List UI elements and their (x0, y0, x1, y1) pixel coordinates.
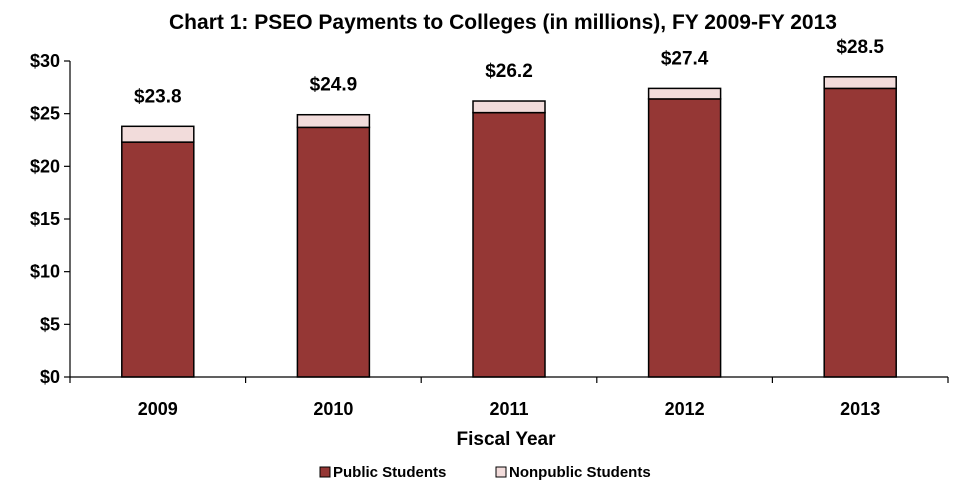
bar-nonpublic-students (472, 100, 546, 114)
bar-total-label: $28.5 (836, 37, 884, 58)
bar-total-label: $23.8 (134, 86, 182, 107)
bar-public-students (472, 111, 546, 378)
bar-nonpublic-students (296, 113, 371, 129)
bar-public-students (121, 141, 195, 378)
y-tick-label: $5 (40, 314, 60, 334)
x-axis-title: Fiscal Year (457, 429, 557, 450)
legend: Public Students Nonpublic Students (319, 464, 651, 481)
bars: $23.8 $24.9 $26.2 $27.4 $28.5 (121, 37, 897, 378)
bar-nonpublic-students (121, 125, 195, 143)
y-tick-label: $10 (30, 262, 60, 282)
x-tick-label: 2013 (840, 399, 880, 419)
legend-swatch-public (319, 466, 331, 478)
x-tick-label: 2010 (313, 399, 353, 419)
bar-nonpublic-students (647, 87, 722, 100)
legend-label-public: Public Students (333, 464, 446, 481)
legend-label-nonpublic: Nonpublic Students (509, 464, 651, 481)
x-tick-label: 2012 (665, 399, 705, 419)
x-tick-label: 2009 (138, 399, 178, 419)
y-tick-label: $25 (30, 104, 60, 124)
bar-nonpublic-students (823, 76, 897, 90)
bar-total-label: $26.2 (485, 61, 533, 82)
y-tick-label: $0 (40, 367, 60, 387)
x-axis: 2009 2010 2011 2012 2013 (69, 376, 949, 419)
bar-total-label: $27.4 (661, 48, 709, 69)
chart-title: Chart 1: PSEO Payments to Colleges (in m… (169, 11, 837, 34)
y-axis: $0 $5 $10 $15 $20 $25 $30 (30, 51, 71, 387)
bar-public-students (296, 126, 371, 378)
bar-public-students (823, 87, 897, 378)
y-tick-label: $20 (30, 156, 60, 176)
y-tick-label: $30 (30, 51, 60, 71)
bar-total-label: $24.9 (310, 75, 358, 96)
bar-public-students (647, 98, 722, 378)
x-tick-label: 2011 (489, 399, 528, 419)
y-tick-label: $15 (30, 209, 60, 229)
legend-swatch-nonpublic (495, 466, 507, 478)
